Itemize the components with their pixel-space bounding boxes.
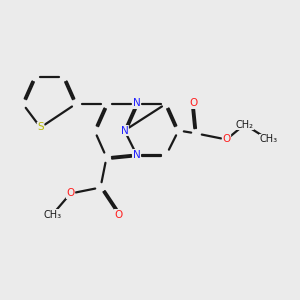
Text: CH₃: CH₃ — [260, 134, 278, 145]
Text: O: O — [189, 98, 198, 109]
Text: N: N — [121, 125, 128, 136]
Text: S: S — [37, 122, 44, 133]
Text: CH₂: CH₂ — [236, 119, 253, 130]
Text: O: O — [66, 188, 75, 199]
Text: N: N — [133, 149, 140, 160]
Text: N: N — [133, 98, 140, 109]
Text: CH₃: CH₃ — [44, 209, 62, 220]
Text: O: O — [114, 209, 123, 220]
Text: O: O — [222, 134, 231, 145]
